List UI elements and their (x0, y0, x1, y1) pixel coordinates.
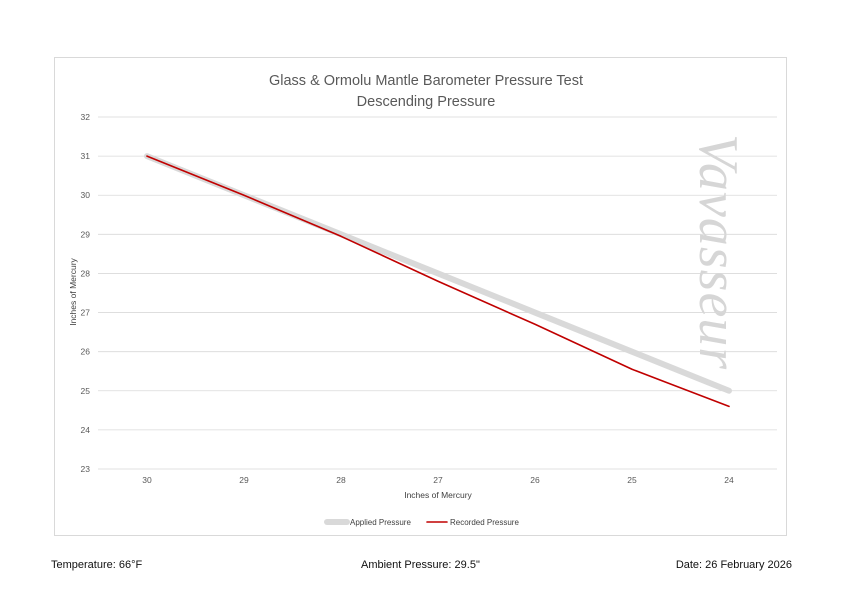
chart-frame (54, 57, 787, 536)
x-axis-title: Inches of Mercury (404, 490, 472, 500)
x-tick-label: 24 (724, 475, 734, 485)
y-tick-label: 32 (81, 112, 91, 122)
x-axis-ticks: 30 29 28 27 26 25 24 (142, 475, 734, 485)
temperature-readout: Temperature: 66°F (51, 559, 143, 571)
legend: Applied Pressure Recorded Pressure (324, 518, 519, 527)
gridlines (98, 116, 777, 470)
y-tick-label: 24 (81, 425, 91, 435)
x-tick-label: 30 (142, 475, 152, 485)
series-line-recorded-pressure (146, 155, 730, 408)
y-tick-label: 29 (81, 229, 91, 239)
x-tick-label: 29 (239, 475, 249, 485)
y-tick-label: 30 (81, 190, 91, 200)
x-tick-label: 26 (530, 475, 540, 485)
y-axis-title: Inches of Mercury (68, 257, 78, 325)
x-tick-label: 25 (627, 475, 637, 485)
y-tick-label: 28 (81, 268, 91, 278)
y-tick-label: 26 (81, 347, 91, 357)
y-tick-label: 27 (81, 308, 91, 318)
test-date: Date: 26 February 2026 (675, 559, 792, 571)
legend-label-recorded-pressure: Recorded Pressure (450, 518, 519, 527)
chart-subtitle: Descending Pressure (357, 94, 496, 110)
series-lines (144, 153, 732, 408)
x-tick-label: 28 (336, 475, 346, 485)
legend-label-applied-pressure: Applied Pressure (350, 518, 411, 527)
y-tick-label: 23 (81, 464, 91, 474)
y-tick-label: 25 (81, 386, 91, 396)
chart-title: Glass & Ormolu Mantle Barometer Pressure… (269, 73, 583, 89)
ambient-pressure-readout: Ambient Pressure: 29.5" (361, 559, 480, 571)
y-tick-label: 31 (81, 151, 91, 161)
y-axis-ticks: 23 24 25 26 27 28 29 30 31 32 (81, 112, 91, 474)
vavasseur-watermark-logo: Vavasseur (687, 134, 749, 370)
x-tick-label: 27 (433, 475, 443, 485)
